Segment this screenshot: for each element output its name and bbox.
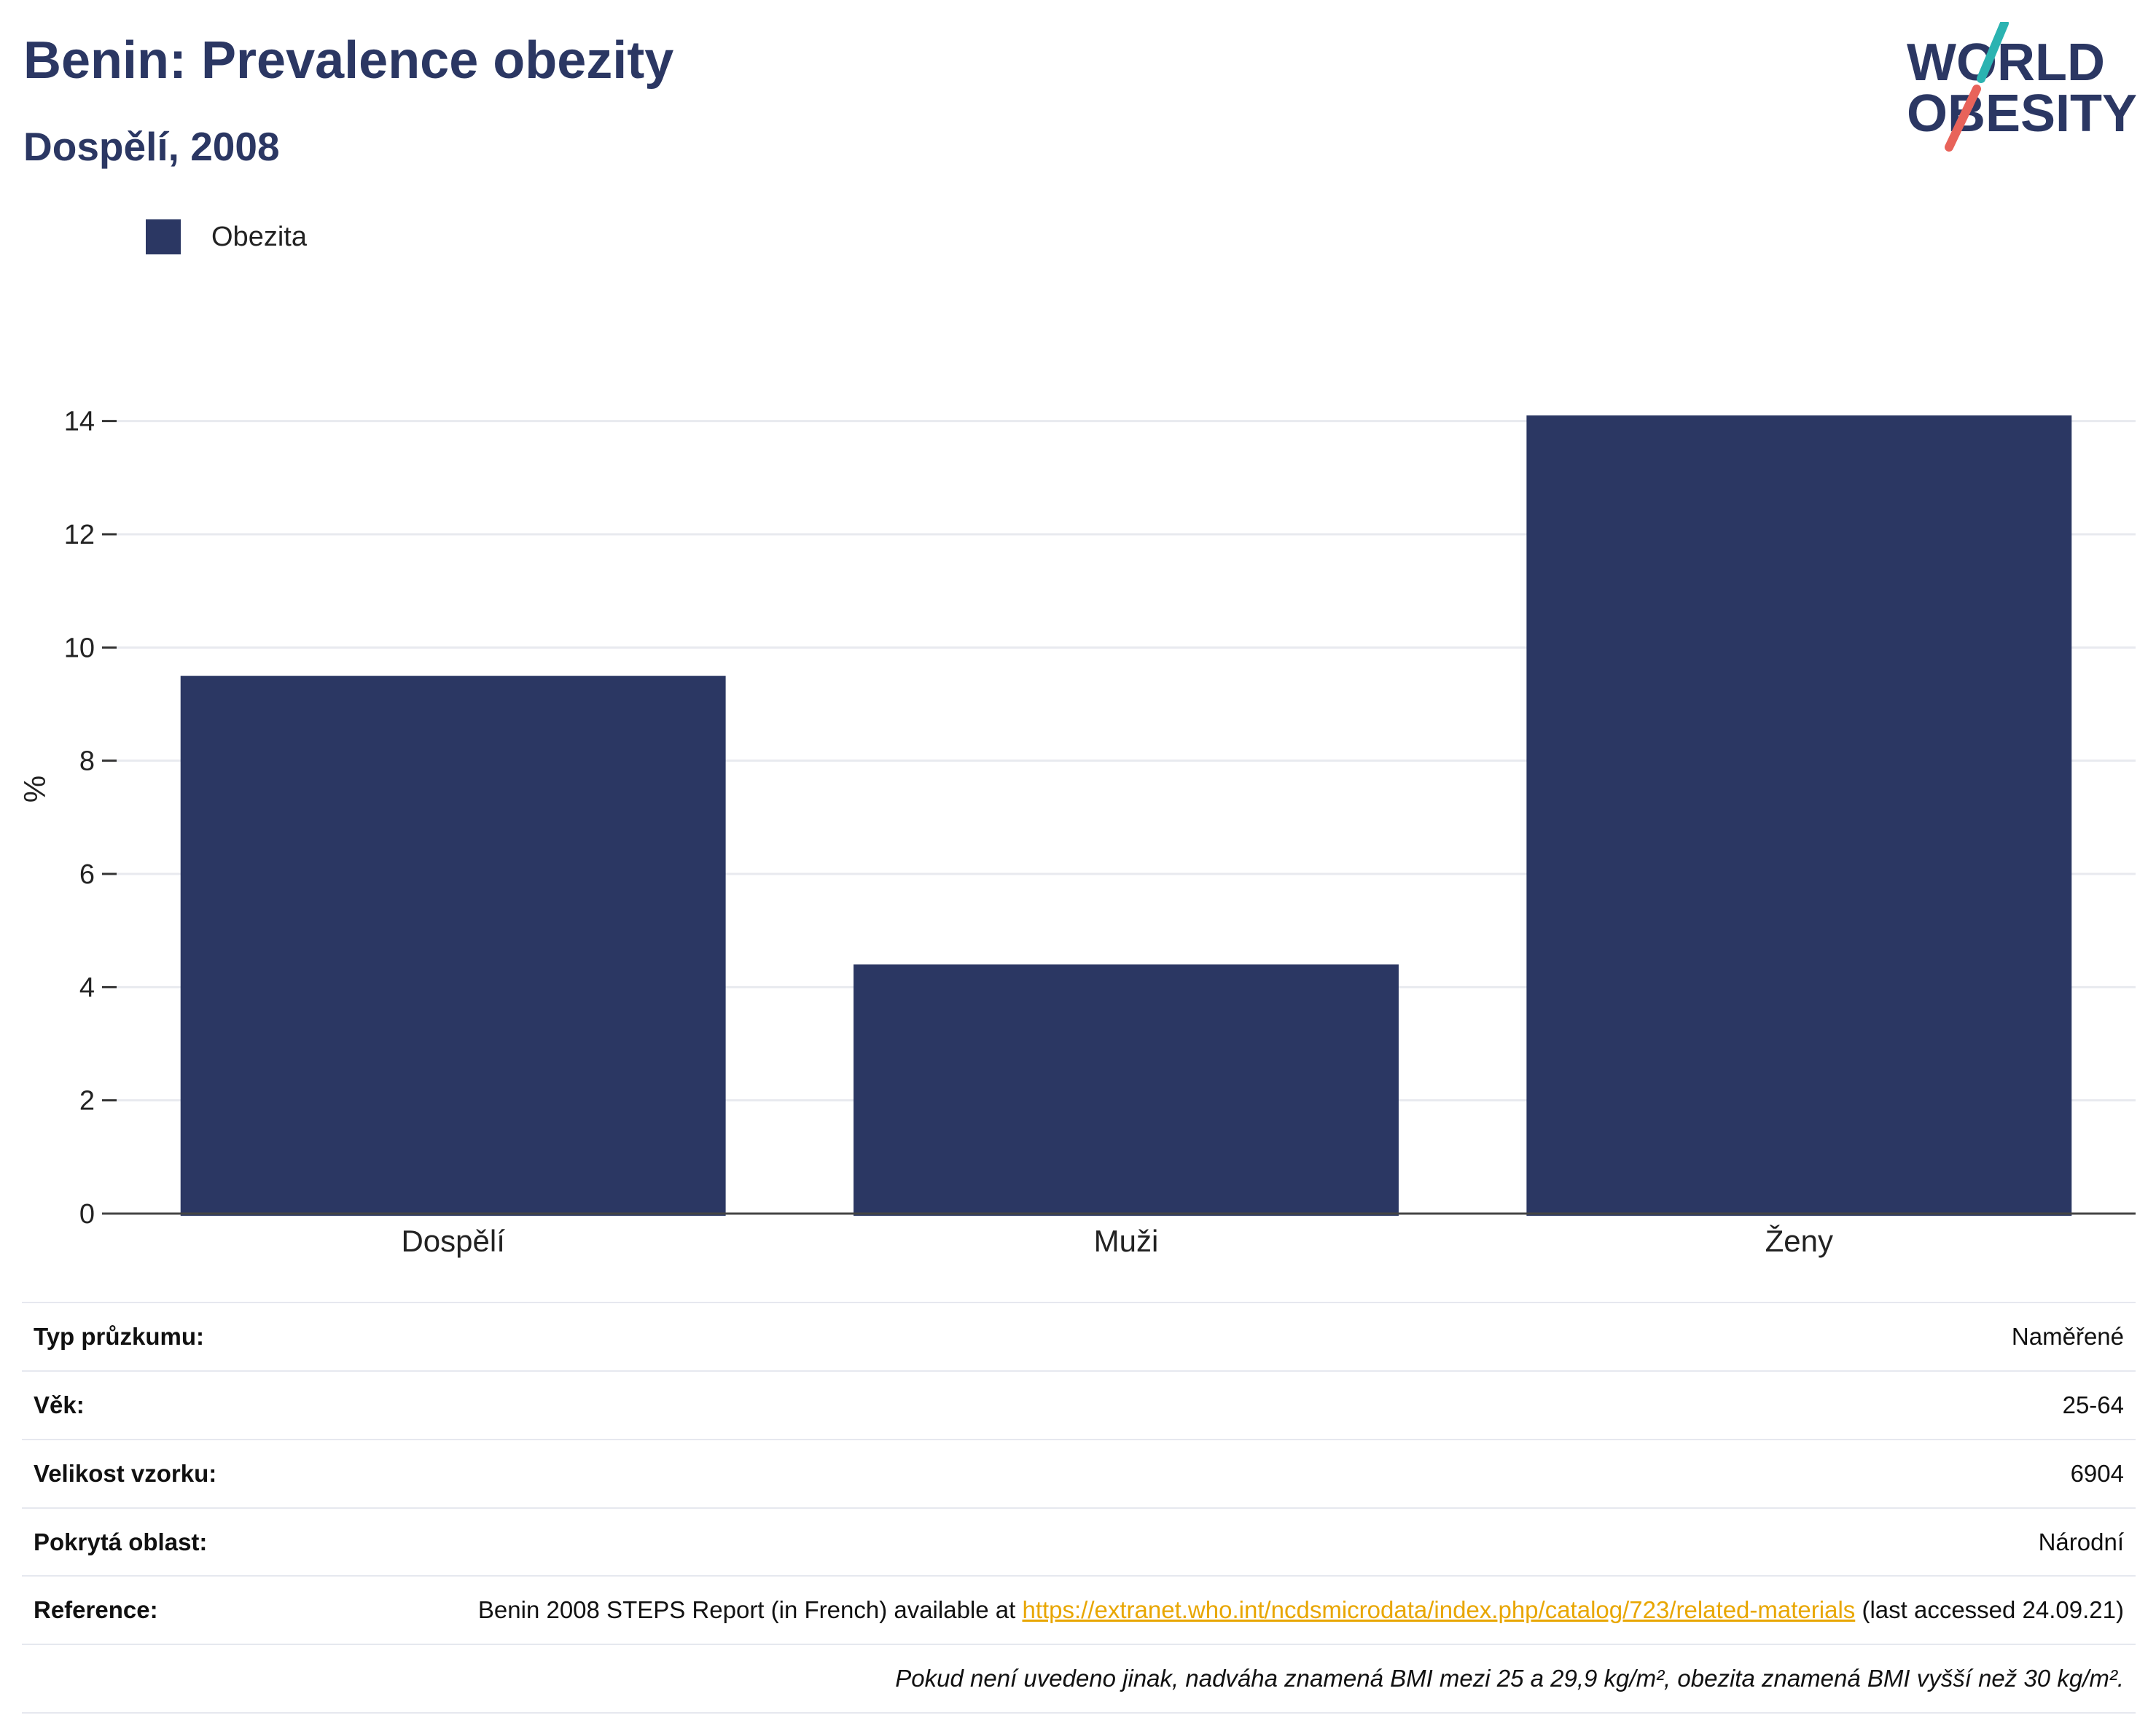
logo-text-world: WORLD [1907,34,2105,92]
info-row-note: Pokud není uvedeno jinak, nadváha znamen… [22,1644,2136,1714]
info-row-age: Věk: 25-64 [22,1370,2136,1440]
info-key: Pokrytá oblast: [22,1507,322,1577]
chart-title: Benin: Prevalence obezity [23,31,674,90]
info-row-reference: Reference: Benin 2008 STEPS Report (in F… [22,1575,2136,1645]
info-value: Naměřené [322,1302,2136,1371]
y-tick-label: 10 [64,633,95,663]
info-key: Reference: [22,1575,322,1645]
legend-swatch-obezita [146,219,181,254]
bar-1 [854,964,1399,1216]
info-value: 25-64 [322,1370,2136,1440]
bar-0 [180,676,726,1216]
survey-info-table: Typ průzkumu: Naměřené Věk: 25-64 Veliko… [22,1302,2136,1714]
x-category-label: Ženy [1765,1224,1833,1258]
reference-suffix: (last accessed 24.09.21) [1855,1596,2124,1624]
logo-slash-top [1977,22,2009,83]
logo-text-obesity: OBESITY [1907,85,2137,143]
info-row-sample-size: Velikost vzorku: 6904 [22,1438,2136,1508]
y-tick-label: 8 [79,746,95,777]
legend-label-obezita: Obezita [211,221,307,252]
info-key: Věk: [22,1370,322,1440]
x-category-label: Muži [1094,1224,1159,1258]
info-row-area: Pokrytá oblast: Národní [22,1507,2136,1577]
info-value: Národní [322,1507,2136,1577]
info-value-reference: Benin 2008 STEPS Report (in French) avai… [322,1575,2136,1645]
y-tick-label: 2 [79,1086,95,1117]
world-obesity-logo: WORLD OBESITY [1907,22,2137,152]
reference-text: Benin 2008 STEPS Report (in French) avai… [477,1596,1023,1624]
x-category-label: Dospělí [401,1224,505,1258]
y-tick-label: 4 [79,972,95,1003]
info-value: 6904 [322,1438,2136,1508]
info-row-survey-type: Typ průzkumu: Naměřené [22,1302,2136,1371]
info-key: Velikost vzorku: [22,1438,322,1508]
y-axis-title: % [17,776,52,802]
chart-legend: Obezita [146,219,307,255]
chart-subtitle: Dospělí, 2008 [23,124,280,169]
y-tick-label: 12 [64,520,95,550]
reference-link[interactable]: https://extranet.who.int/ncdsmicrodata/i… [1022,1596,1856,1624]
y-tick-label: 14 [64,407,95,437]
info-key: Typ průzkumu: [22,1302,322,1371]
y-tick-label: 6 [79,859,95,890]
logo-slash-bottom [1945,85,1981,152]
bar-chart: 0 2 4 6 8 10 12 14 Dospělí Muži Ženy% [17,407,2136,1258]
y-tick-label: 0 [79,1199,95,1230]
bar-2 [1526,415,2072,1216]
definition-note: Pokud není uvedeno jinak, nadváha znamen… [22,1644,2136,1714]
